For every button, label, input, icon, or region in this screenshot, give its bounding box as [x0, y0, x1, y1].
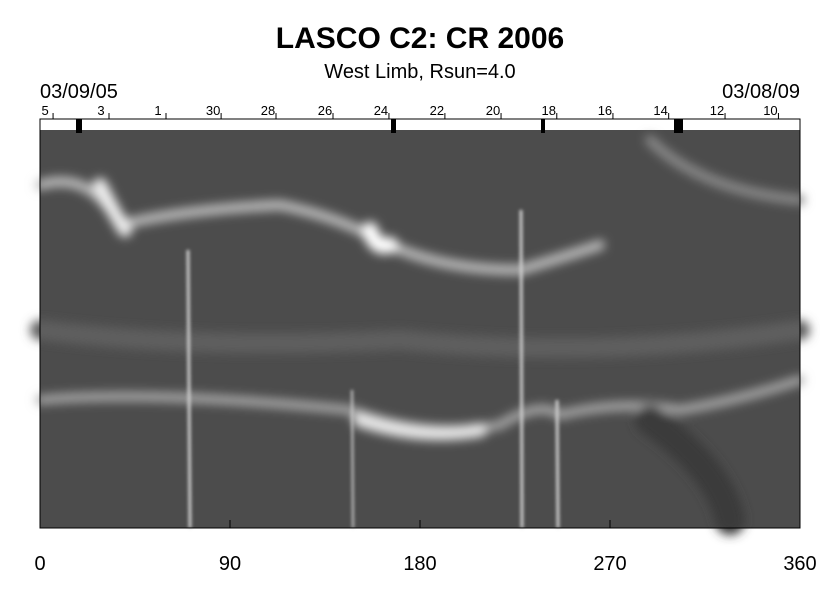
top-tick-label: 12 [710, 103, 724, 118]
top-tick-label: 10 [763, 103, 777, 118]
x-tick-label: 90 [219, 553, 241, 575]
data-gaps [76, 119, 683, 133]
top-tick-label: 18 [542, 103, 556, 118]
top-tick-label: 22 [430, 103, 444, 118]
top-tick-label: 16 [598, 103, 612, 118]
end-date: 03/08/09 [722, 81, 800, 103]
top-tick-label: 14 [653, 103, 667, 118]
top-tick-label: 20 [486, 103, 500, 118]
top-tick-label: 3 [97, 103, 104, 118]
chart-subtitle: West Limb, Rsun=4.0 [324, 61, 515, 83]
top-tick-label: 30 [206, 103, 220, 118]
x-tick-label: 360 [783, 553, 816, 575]
top-tick-label: 5 [41, 103, 48, 118]
x-tick-label: 0 [34, 553, 45, 575]
top-tick-label: 26 [318, 103, 332, 118]
top-tick-label: 24 [374, 103, 388, 118]
x-tick-label: 180 [403, 553, 436, 575]
synoptic-map [30, 130, 810, 535]
x-tick-label: 270 [593, 553, 626, 575]
top-tick-label: 1 [154, 103, 161, 118]
top-tick-label: 28 [261, 103, 275, 118]
start-date: 03/09/05 [40, 81, 118, 103]
chart-title: LASCO C2: CR 2006 [276, 22, 564, 55]
